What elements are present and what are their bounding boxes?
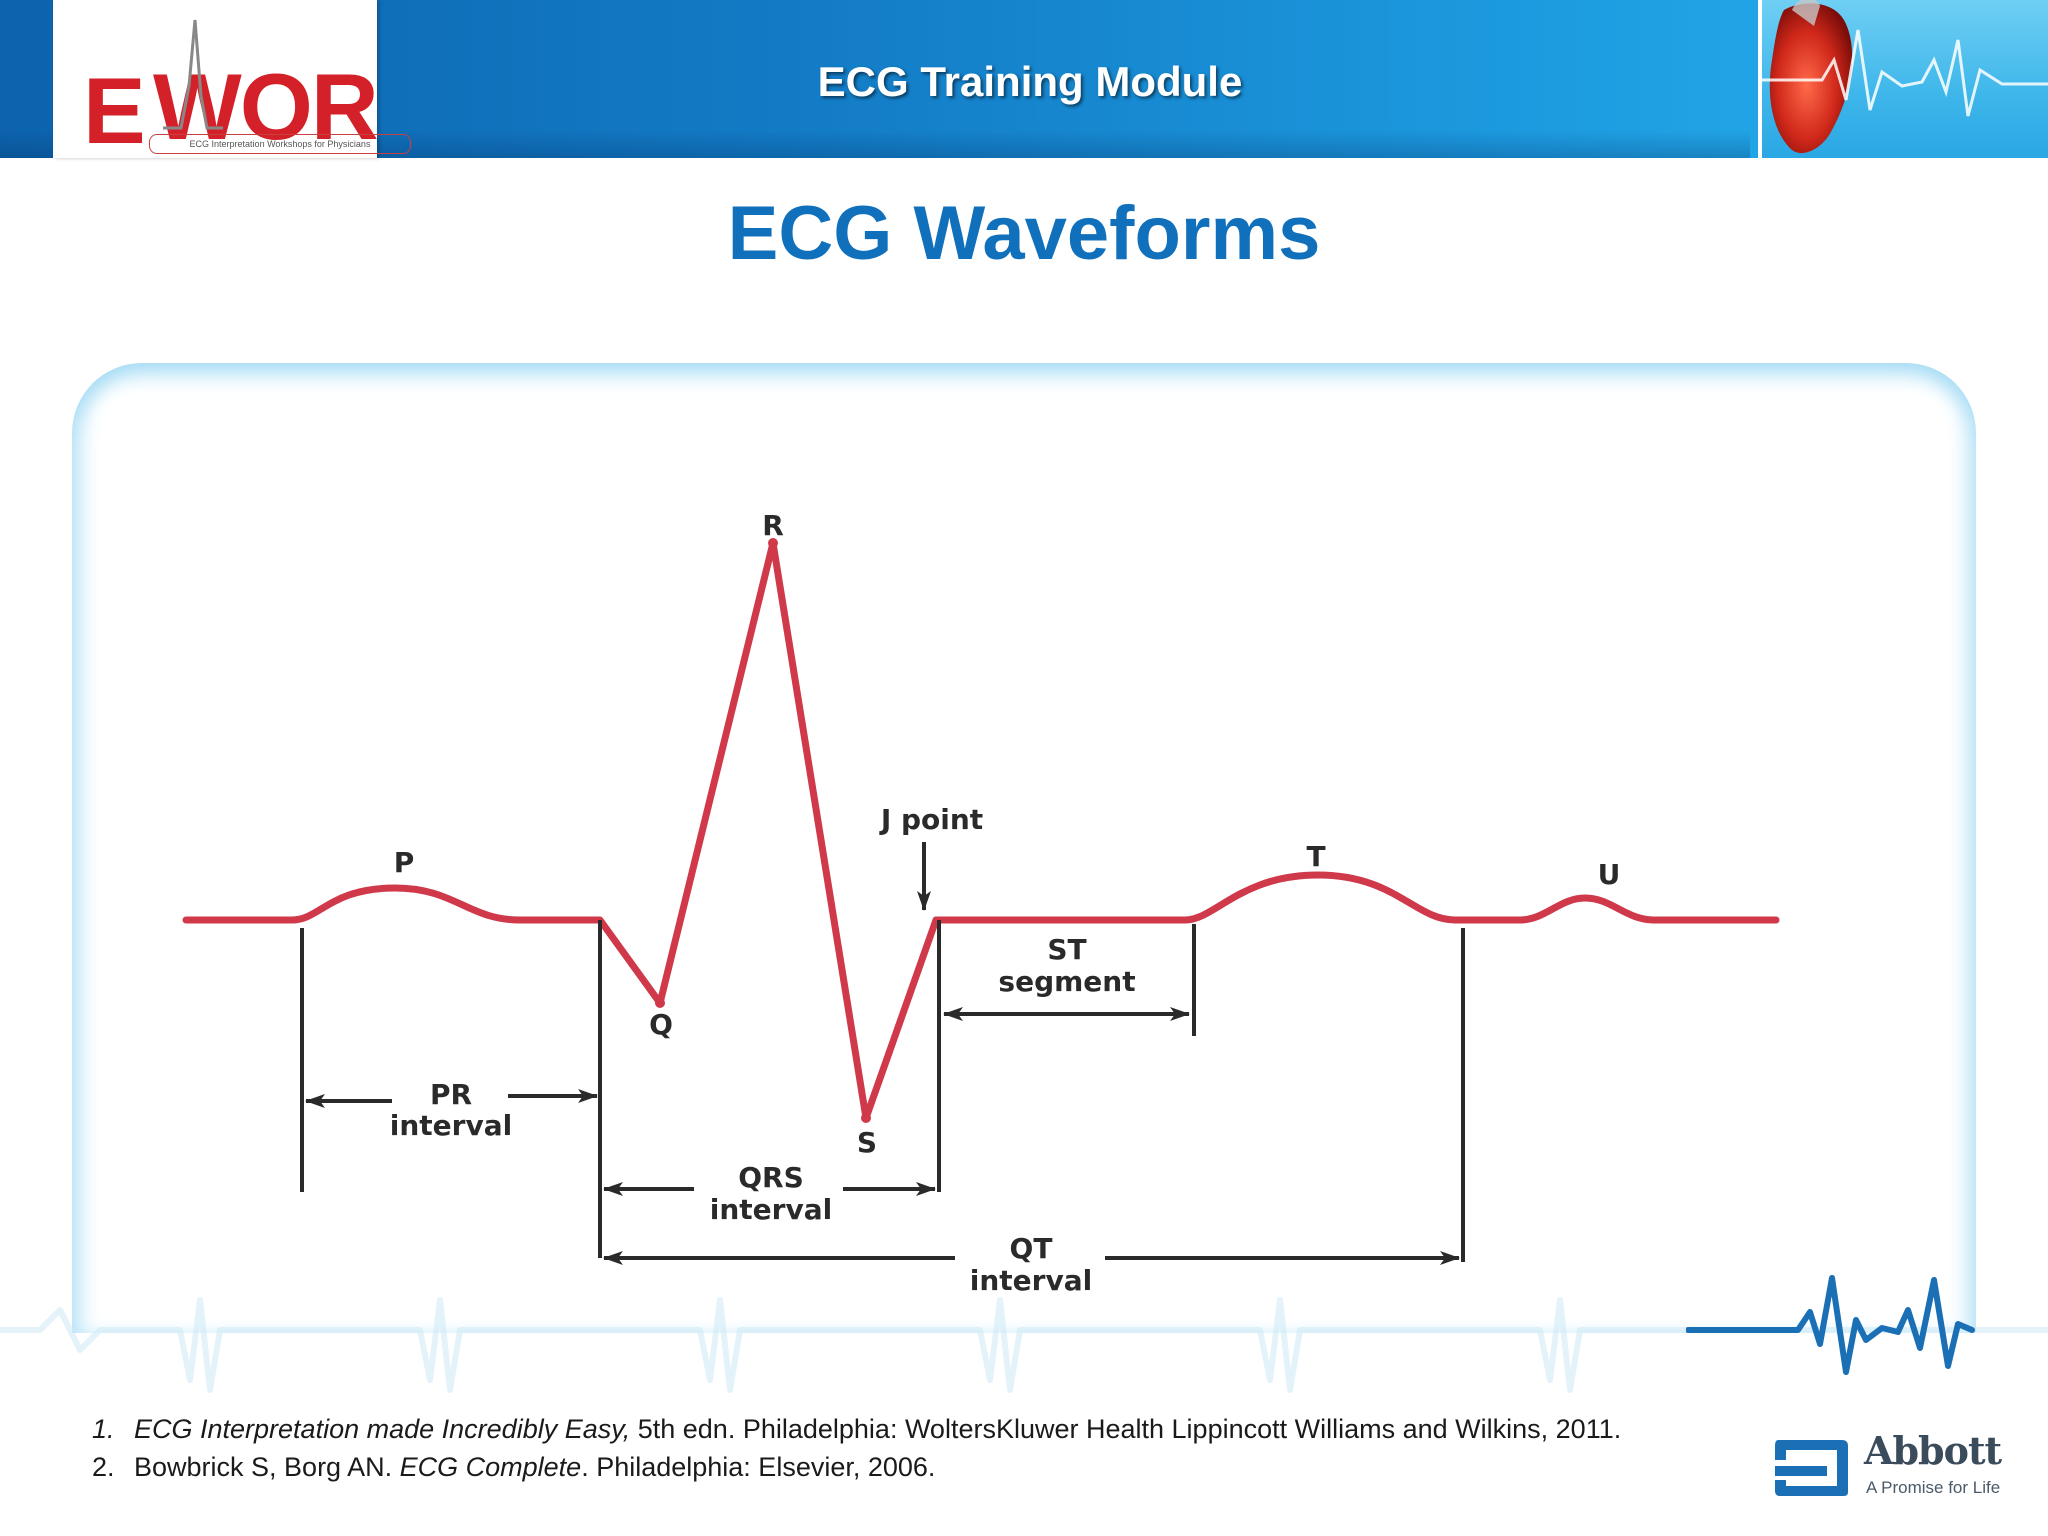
- label-qrs-line1: QRS: [738, 1161, 804, 1194]
- ecg-trace: [182, 539, 1780, 1122]
- label-p-wave: P: [394, 846, 415, 879]
- abbott-tagline: A Promise for Life: [1866, 1478, 2001, 1497]
- header-bar: E WOR ECG Interpretation Workshops for P…: [0, 0, 2048, 158]
- heart-pulse-icon: [1762, 0, 2048, 154]
- label-qt-line2: interval: [970, 1264, 1092, 1297]
- reference-number: 1.: [92, 1414, 115, 1444]
- label-pr-line2: interval: [390, 1109, 512, 1142]
- logo-tagline: ECG Interpretation Workshops for Physici…: [149, 134, 411, 154]
- abbott-logo-mark: [1775, 1440, 1848, 1496]
- reference-title: ECG Interpretation made Incredibly Easy,: [134, 1414, 631, 1444]
- reference-item: 2. Bowbrick S, Borg AN. ECG Complete. Phi…: [92, 1448, 1792, 1486]
- label-st-line2: segment: [998, 965, 1135, 998]
- background-ecg-trace: [0, 1297, 2048, 1393]
- slide-title: ECG Waveforms: [727, 191, 1321, 276]
- reference-authors: Bowbrick S, Borg AN.: [134, 1452, 400, 1482]
- logo-ecg-spike-icon: [163, 19, 223, 130]
- s-wave-dot: [861, 1113, 871, 1123]
- reference-item: 1. ECG Interpretation made Incredibly Eas…: [92, 1410, 1792, 1448]
- interval-markers: [300, 920, 1465, 1262]
- reference-details: 5th edn. Philadelphia: WoltersKluwer Hea…: [630, 1414, 1622, 1444]
- label-st-line1: ST: [1047, 933, 1086, 966]
- abbott-wordmark: Abbott: [1864, 1428, 2002, 1473]
- ecg-pulse-icon: [1686, 1275, 1975, 1375]
- eiwor-logo: E WOR ECG Interpretation Workshops for P…: [53, 0, 411, 163]
- label-q-wave: Q: [649, 1008, 673, 1041]
- label-t-wave: T: [1306, 840, 1325, 873]
- references-list: 1. ECG Interpretation made Incredibly Eas…: [92, 1410, 1792, 1486]
- reference-title: ECG Complete: [399, 1452, 582, 1482]
- diagram-panel: [72, 363, 1976, 1333]
- label-r-wave: R: [762, 509, 784, 542]
- label-qrs-line2: interval: [710, 1193, 832, 1226]
- logo-letter-e: E: [83, 58, 146, 163]
- heart-illustration: [1758, 0, 2048, 158]
- module-title: ECG Training Module: [817, 58, 1243, 105]
- reference-details: . Philadelphia: Elsevier, 2006.: [581, 1452, 936, 1482]
- label-u-wave: U: [1598, 858, 1621, 891]
- reference-number: 2.: [92, 1452, 115, 1482]
- r-wave-dot: [768, 538, 778, 548]
- label-s-wave: S: [857, 1126, 877, 1159]
- label-pr-line1: PR: [430, 1078, 472, 1111]
- label-j-point: J point: [879, 803, 983, 836]
- abbott-logo: Abbott A Promise for Life: [1772, 1428, 2012, 1498]
- label-qt-line1: QT: [1010, 1232, 1053, 1265]
- q-wave-dot: [655, 998, 665, 1008]
